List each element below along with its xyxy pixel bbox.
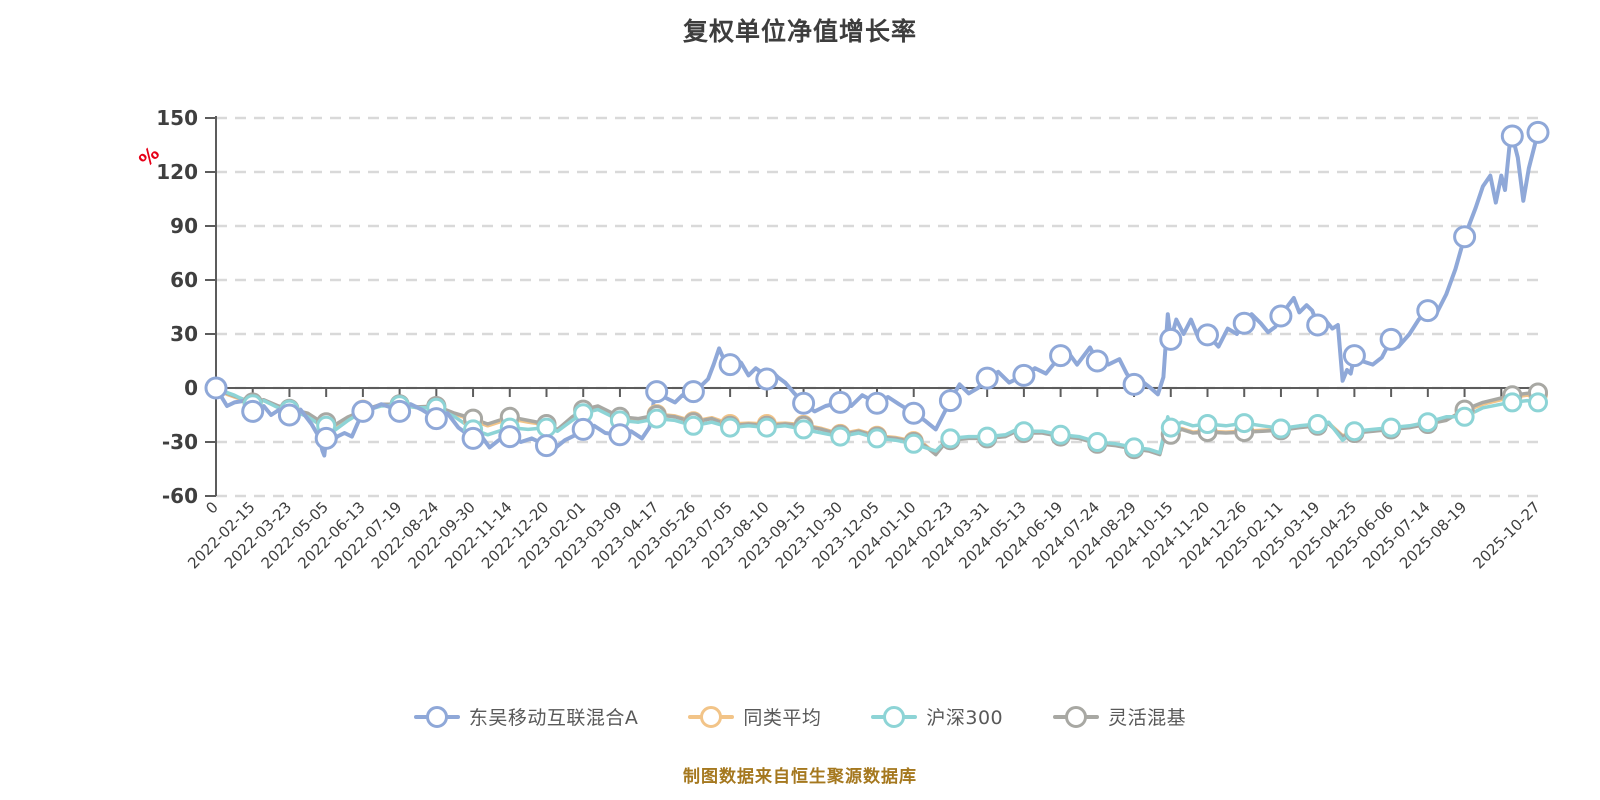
series-marker-2-14[interactable] — [720, 417, 741, 438]
series-marker-2-31[interactable] — [1344, 421, 1365, 442]
series-marker-3-23[interactable] — [1049, 344, 1073, 368]
series-marker-3-9[interactable] — [535, 434, 558, 458]
y-tick-label-60: 60 — [170, 268, 198, 292]
series-marker-3-33[interactable] — [1416, 299, 1440, 323]
legend-marker-icon — [413, 705, 460, 728]
series-marker-3-22[interactable] — [1012, 363, 1036, 387]
legend-dot — [883, 705, 906, 728]
series-marker-3-12[interactable] — [645, 380, 669, 404]
series-marker-2-26[interactable] — [1160, 417, 1181, 438]
series-marker-2-16[interactable] — [793, 419, 814, 440]
legend-marker-icon — [1053, 705, 1100, 728]
legend-dot — [425, 705, 448, 728]
series-marker-2-22[interactable] — [1013, 421, 1034, 442]
x-tick-label-2025-10-27: 2025-10-27 — [1469, 498, 1543, 572]
series-marker-3-4[interactable] — [351, 399, 375, 423]
series-marker-2-13[interactable] — [683, 415, 704, 436]
series-marker-2-15[interactable] — [756, 417, 777, 438]
series-marker-2-24[interactable] — [1087, 432, 1108, 452]
series-marker-3-2[interactable] — [277, 403, 301, 427]
series-marker-3-29[interactable] — [1269, 304, 1293, 328]
series-marker-2-27[interactable] — [1197, 414, 1218, 434]
series-marker-3-7[interactable] — [461, 426, 485, 450]
legend-marker-icon — [871, 705, 918, 728]
legend-item-同类平均[interactable]: 同类平均 — [688, 703, 821, 730]
legend-item-东吴移动互联混合A[interactable]: 东吴移动互联混合A — [413, 703, 639, 730]
y-tick-label-30: 30 — [170, 322, 198, 346]
series-marker-3-10[interactable] — [571, 417, 595, 441]
legend-dot — [700, 705, 723, 728]
series-marker-3-30[interactable] — [1306, 313, 1330, 337]
series-marker-3-15[interactable] — [755, 367, 779, 391]
series-marker-3-11[interactable] — [608, 423, 632, 447]
series-marker-3-19[interactable] — [902, 401, 926, 425]
series-marker-2-28[interactable] — [1234, 413, 1255, 434]
series-marker-3-14[interactable] — [718, 353, 742, 377]
series-markers — [204, 120, 1550, 460]
series-marker-2-29[interactable] — [1270, 418, 1291, 439]
y-tick-label--60: -60 — [162, 484, 198, 508]
legend-dot — [1065, 705, 1088, 728]
series-marker-2-25[interactable] — [1124, 437, 1145, 458]
legend-label: 灵活混基 — [1108, 707, 1187, 729]
series-marker-3-16[interactable] — [792, 391, 816, 415]
y-tick-label-0: 0 — [184, 376, 198, 400]
series-marker-2-17[interactable] — [830, 426, 851, 447]
legend-label: 沪深300 — [926, 707, 1004, 729]
x-axis-labels: 02022-02-152022-03-232022-05-052022-06-1… — [184, 498, 1544, 572]
series-marker-3-20[interactable] — [938, 389, 962, 413]
series-marker-3-8[interactable] — [498, 425, 522, 449]
series-marker-3-25[interactable] — [1122, 372, 1146, 396]
x-tick-label-0: 0 — [202, 498, 221, 517]
series-marker-3-5[interactable] — [388, 399, 412, 423]
series-marker-3-34[interactable] — [1453, 225, 1477, 249]
series-marker-2-32[interactable] — [1381, 417, 1402, 438]
legend-item-灵活混基[interactable]: 灵活混基 — [1053, 703, 1186, 730]
series-marker-3-6[interactable] — [424, 407, 448, 431]
series-marker-2-23[interactable] — [1050, 424, 1071, 445]
y-tick-label--30: -30 — [162, 430, 198, 454]
series-marker-2-12[interactable] — [646, 408, 667, 429]
series-marker-2-36[interactable] — [1528, 392, 1548, 413]
series-marker-2-30[interactable] — [1307, 414, 1328, 434]
page-title: 复权单位净值增长率 — [682, 17, 917, 46]
series-marker-3-17[interactable] — [828, 390, 852, 414]
series-marker-3-26[interactable] — [1159, 327, 1183, 351]
series-marker-3-32[interactable] — [1379, 327, 1403, 351]
series-marker-3-24[interactable] — [1085, 349, 1109, 373]
series-marker-3-28[interactable] — [1232, 311, 1256, 335]
legend-marker-icon — [688, 705, 735, 728]
series-marker-3-21[interactable] — [975, 366, 999, 390]
line-chart-canvas: 150 120 90 60 30 0 -30 -60 02022-02-152022-03-23… — [156, 106, 1550, 572]
series-marker-2-9[interactable] — [536, 417, 557, 438]
series-marker-2-33[interactable] — [1417, 412, 1438, 433]
axes: 150 120 90 60 30 0 -30 -60 — [156, 106, 1539, 508]
series-marker-3-36[interactable] — [1526, 120, 1550, 144]
y-tick-label-120: 120 — [156, 160, 198, 184]
y-tick-label-150: 150 — [156, 106, 198, 130]
series-marker-2-34[interactable] — [1454, 406, 1475, 427]
series-marker-2-18[interactable] — [867, 428, 887, 449]
series-marker-3-31[interactable] — [1342, 344, 1366, 368]
series-marker-3-18[interactable] — [865, 391, 889, 415]
series-marker-2-19[interactable] — [903, 433, 924, 454]
legend-label: 东吴移动互联混合A — [468, 707, 639, 729]
y-tick-label-90: 90 — [170, 214, 198, 238]
legend: 东吴移动互联混合A 同类平均 沪深300 灵活混基 — [0, 703, 1600, 730]
series-marker-3-13[interactable] — [681, 380, 705, 404]
series-marker-3-27[interactable] — [1196, 323, 1219, 347]
series-marker-2-20[interactable] — [940, 428, 961, 449]
series-marker-3-3[interactable] — [314, 426, 338, 450]
data-source-caption: 制图数据来自恒生聚源数据库 — [683, 767, 917, 787]
series-marker-2-21[interactable] — [977, 426, 998, 447]
series-marker-3-35.3[interactable] — [1500, 124, 1524, 148]
series-marker-3-0[interactable] — [204, 376, 228, 400]
legend-item-沪深300[interactable]: 沪深300 — [871, 703, 1003, 730]
series-marker-2-35.3[interactable] — [1502, 392, 1523, 413]
legend-label: 同类平均 — [743, 707, 822, 729]
series-marker-3-1[interactable] — [241, 399, 265, 423]
